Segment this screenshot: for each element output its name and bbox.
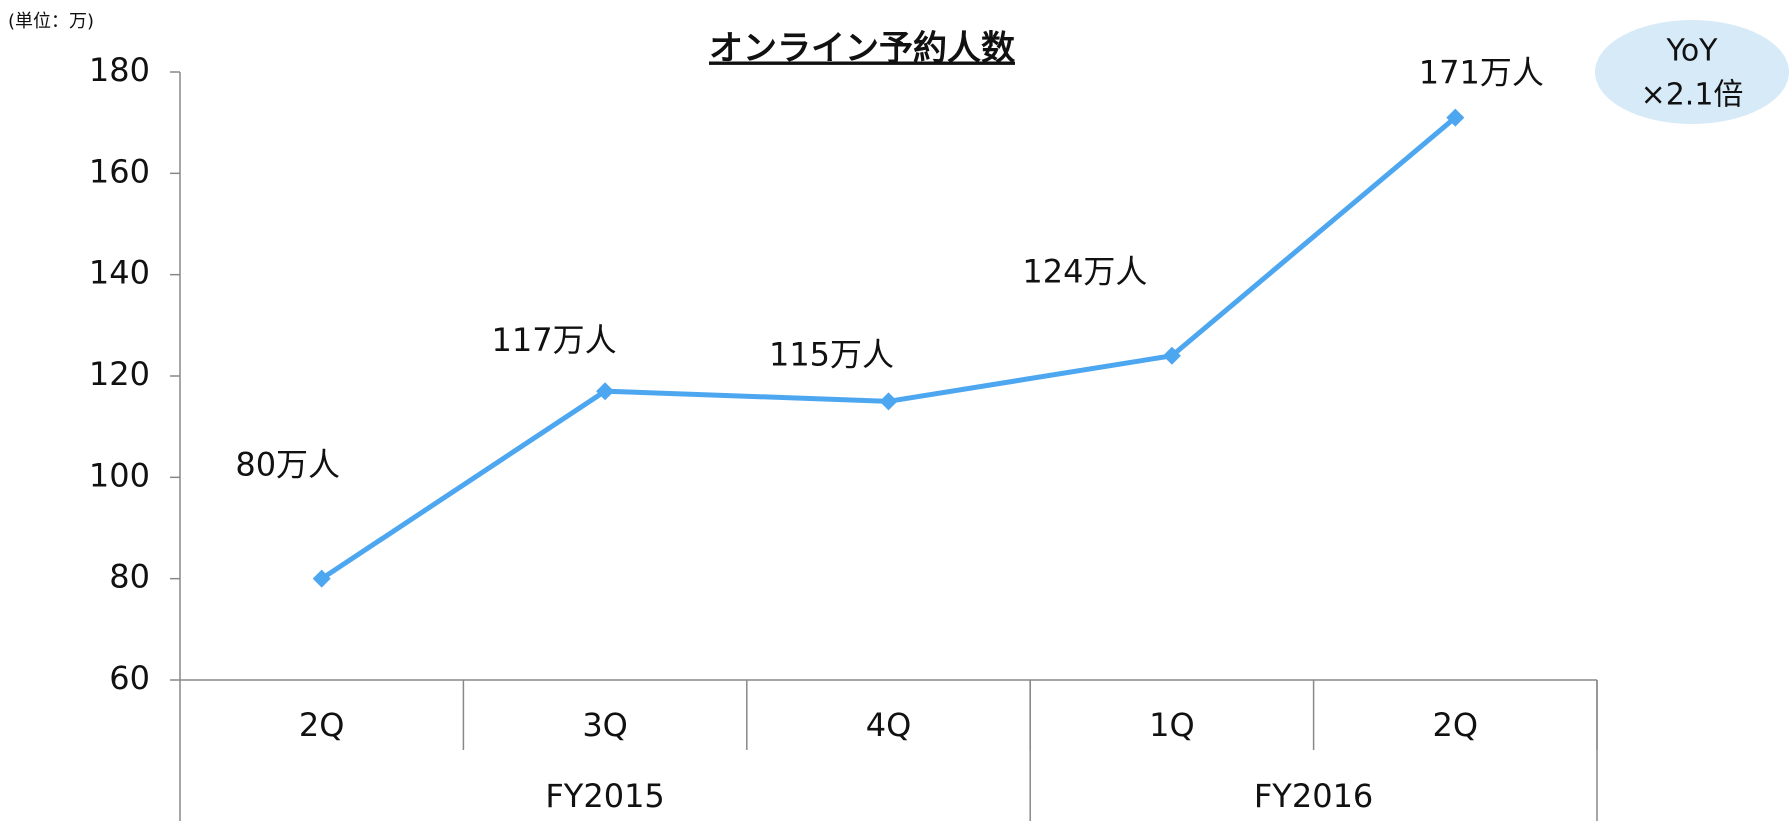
chart-title: オンライン予約人数 — [709, 29, 1015, 69]
y-tick-label: 100 — [89, 456, 150, 494]
x-tick-label: 2Q — [299, 706, 345, 744]
group-label: FY2016 — [1254, 777, 1373, 815]
group-label: FY2015 — [545, 777, 664, 815]
y-tick-label: 180 — [89, 51, 150, 89]
annotation: YoY — [1665, 34, 1718, 69]
x-tick-label: 2Q — [1433, 706, 1479, 744]
data-label: 171万人 — [1419, 54, 1544, 92]
data-label: 117万人 — [492, 321, 617, 359]
y-tick-label: 160 — [89, 152, 150, 190]
y-tick-label: 80 — [109, 558, 150, 596]
data-label: 80万人 — [235, 446, 340, 484]
yoy-badge — [1595, 20, 1789, 124]
y-tick-label: 60 — [109, 659, 150, 697]
data-point — [1446, 108, 1465, 127]
y-tick-label: 120 — [89, 355, 150, 393]
annotation: ×2.1倍 — [1641, 78, 1744, 113]
x-tick-label: 3Q — [582, 706, 628, 744]
data-point — [879, 392, 898, 411]
data-point — [596, 382, 615, 401]
data-label: 124万人 — [1022, 253, 1147, 291]
y-tick-label: 140 — [89, 254, 150, 292]
data-point — [1162, 346, 1181, 365]
x-tick-label: 4Q — [866, 706, 912, 744]
data-label: 115万人 — [769, 335, 894, 373]
unit-note: (単位：万) — [8, 11, 94, 32]
data-point — [312, 569, 331, 588]
x-tick-label: 1Q — [1149, 706, 1195, 744]
